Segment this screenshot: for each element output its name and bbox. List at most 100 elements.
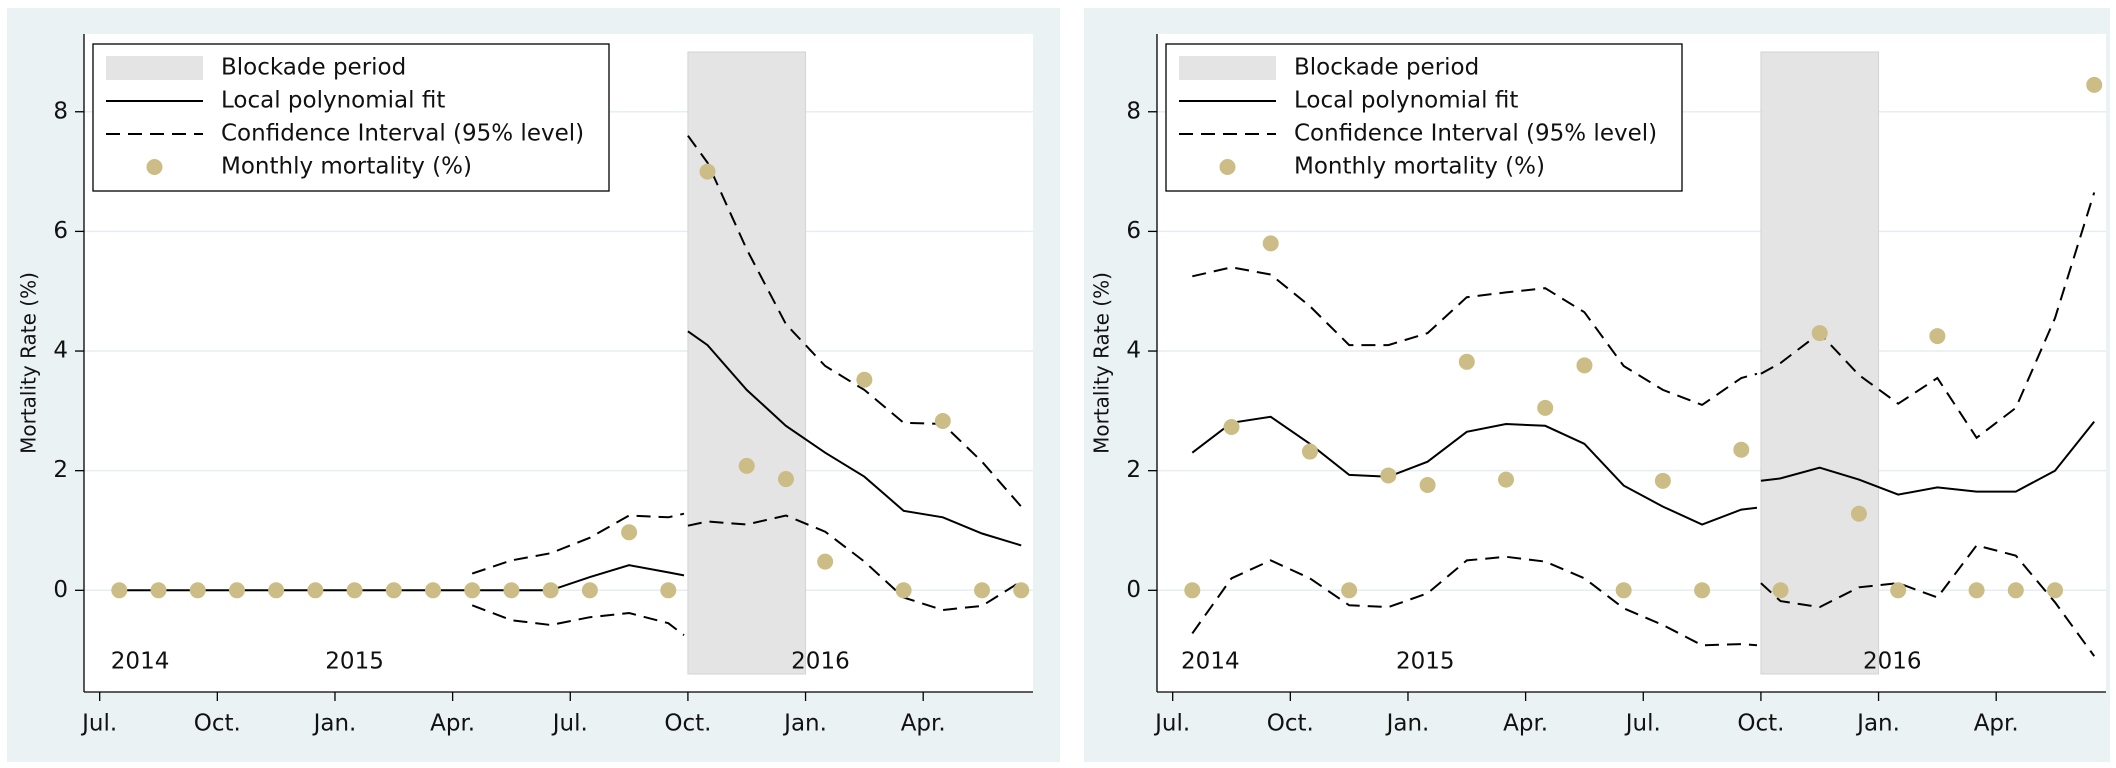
y-tick-label: 0: [53, 577, 68, 603]
data-point: [1929, 328, 1946, 345]
data-point: [1223, 419, 1240, 436]
data-point: [1013, 582, 1030, 599]
data-point: [699, 163, 716, 180]
annotation: 2016: [791, 649, 850, 675]
data-point: [817, 553, 834, 570]
data-point: [1576, 357, 1593, 374]
data-point: [1850, 505, 1867, 522]
data-point: [1733, 441, 1750, 458]
legend: Blockade period Local polynomial fit Confi…: [1165, 43, 1683, 192]
data-point: [189, 582, 206, 599]
y-tick-label: 6: [53, 218, 68, 244]
data-point: [1654, 472, 1671, 489]
line: [1192, 192, 2096, 440]
legend-swatch: [106, 56, 203, 80]
x-tick-label: Jan.: [1855, 711, 1900, 737]
x-tick-label: Apr.: [901, 711, 946, 737]
legend-label: Monthly mortality (%): [1294, 154, 1545, 180]
y-axis-label: Mortality Rate (%): [1090, 272, 1114, 454]
data-point: [1968, 582, 1985, 599]
y-tick-label: 2: [53, 457, 68, 483]
legend-label: Confidence Interval (95% level): [221, 121, 584, 147]
line: [1191, 544, 2096, 657]
x-tick-label: Jul.: [551, 711, 588, 737]
x-tick-label: Jan.: [782, 711, 827, 737]
x-tick-label: Oct.: [194, 711, 241, 737]
legend-label: Monthly mortality (%): [221, 154, 472, 180]
data-point: [268, 582, 285, 599]
x-tick-label: Oct.: [664, 711, 711, 737]
data-point: [464, 582, 481, 599]
data-point: [660, 582, 677, 599]
data-point: [1458, 353, 1475, 370]
data-point: [1772, 582, 1789, 599]
data-point: [1537, 399, 1554, 416]
data-point: [111, 582, 128, 599]
legend-label: Local polynomial fit: [1294, 88, 1518, 114]
data-point: [777, 471, 794, 488]
data-point: [1262, 235, 1279, 252]
data-point: [1184, 582, 1201, 599]
line: [471, 135, 1022, 575]
data-point: [346, 582, 363, 599]
data-point: [542, 582, 559, 599]
annotation: 2014: [1181, 649, 1240, 675]
line: [471, 514, 1022, 636]
data-point: [1694, 582, 1711, 599]
annotation: 2014: [111, 649, 170, 675]
data-point: [621, 524, 638, 541]
data-point: [150, 582, 167, 599]
legend-label: Confidence Interval (95% level): [1294, 121, 1657, 147]
x-tick-label: Jul.: [80, 711, 117, 737]
data-point: [1890, 582, 1907, 599]
data-point: [934, 413, 951, 430]
shaded-region: [1760, 51, 1880, 675]
data-point: [738, 457, 755, 474]
x-tick-label: Jan.: [312, 711, 357, 737]
data-point: [1498, 471, 1515, 488]
legend-label: Local polynomial fit: [221, 88, 445, 114]
data-point: [1380, 467, 1397, 484]
y-tick-label: 6: [1126, 218, 1141, 244]
y-tick-label: 8: [53, 98, 68, 124]
legend: Blockade period Local polynomial fit Confi…: [92, 43, 610, 192]
legend-label: Blockade period: [221, 55, 406, 81]
legend-swatch: [1179, 56, 1276, 80]
x-tick-label: Jul.: [1624, 711, 1661, 737]
x-tick-label: Jul.: [1153, 711, 1190, 737]
data-point: [1419, 477, 1436, 494]
line: [1191, 415, 2095, 526]
panel: 0 2 4 6 8 Jul. Oct. Jan. Apr. Jul. Oct. Jan. Apr. Mor…: [1084, 8, 2110, 762]
x-tick-label: Jan.: [1385, 711, 1430, 737]
legend-swatch: [146, 159, 163, 175]
x-tick-label: Apr.: [1503, 711, 1548, 737]
data-point: [974, 582, 991, 599]
y-tick-label: 4: [1126, 338, 1141, 364]
legend-swatch: [1219, 159, 1236, 175]
line: [119, 330, 1022, 592]
data-point: [385, 582, 402, 599]
data-point: [2047, 582, 2064, 599]
x-tick-label: Oct.: [1267, 711, 1314, 737]
data-point: [2086, 76, 2103, 93]
y-tick-label: 8: [1126, 98, 1141, 124]
data-point: [2007, 582, 2024, 599]
panel: 0 2 4 6 8 Jul. Oct. Jan. Apr. Jul. Oct. Jan. Apr. Mor…: [7, 8, 1060, 762]
data-point: [228, 582, 245, 599]
data-point: [1341, 582, 1358, 599]
data-point: [856, 371, 873, 388]
data-point: [307, 582, 324, 599]
y-tick-label: 4: [53, 338, 68, 364]
data-point: [581, 582, 598, 599]
data-point: [1301, 443, 1318, 460]
annotation: 2016: [1863, 649, 1922, 675]
data-point: [1615, 582, 1632, 599]
x-tick-label: Apr.: [430, 711, 475, 737]
x-tick-label: Apr.: [1974, 711, 2019, 737]
shaded-region: [687, 51, 807, 675]
data-point: [503, 582, 520, 599]
data-point: [425, 582, 442, 599]
data-point: [1811, 325, 1828, 342]
